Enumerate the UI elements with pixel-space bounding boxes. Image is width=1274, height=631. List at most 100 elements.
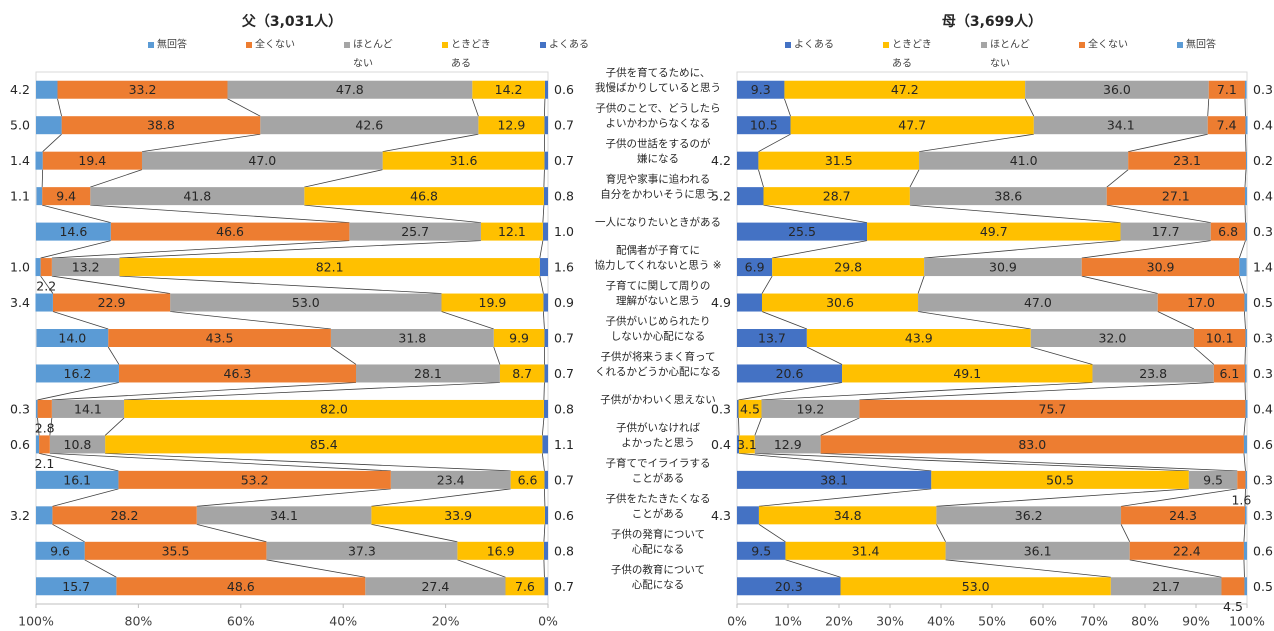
- mother-data-label: 20.3: [775, 579, 803, 594]
- father-bar-1: [543, 541, 548, 560]
- father-bar-4: [108, 329, 331, 347]
- father-bar-2: [124, 399, 544, 418]
- mother-data-label: 0.2: [1253, 153, 1273, 168]
- father-bar-3: [141, 151, 383, 170]
- mother-bar-5: [1245, 470, 1247, 489]
- father-series-connector: [542, 311, 545, 330]
- father-bar-2: [472, 80, 545, 99]
- mother-x-tick-label: 30%: [876, 614, 904, 629]
- father-series-connector: [539, 240, 544, 259]
- mother-bar-2: [758, 151, 920, 170]
- father-bar-2: [493, 329, 545, 347]
- mother-bar-2: [738, 399, 762, 418]
- mother-series-connector: [1238, 275, 1245, 294]
- mother-bar-3: [1110, 577, 1222, 596]
- father-bar-2: [510, 470, 545, 489]
- father-data-label: 8.7: [512, 366, 532, 381]
- father-data-label: 3.4: [10, 295, 30, 310]
- father-data-label: 2.8: [35, 420, 55, 435]
- mother-bar-1: [737, 470, 932, 489]
- father-data-label: 41.8: [183, 189, 211, 204]
- father-series-connector: [170, 311, 331, 330]
- father-bar-2: [478, 116, 545, 135]
- mother-bar-1: [737, 151, 759, 170]
- father-series-connector: [51, 240, 350, 259]
- mother-series-connector: [1243, 524, 1246, 542]
- father-bar-1: [544, 506, 548, 525]
- father-data-label: 0.6: [554, 508, 574, 523]
- mother-series-connector: [924, 240, 1121, 259]
- father-data-label: 0.6: [554, 82, 574, 97]
- father-bar-3: [260, 116, 479, 135]
- father-data-label: 9.6: [50, 543, 70, 558]
- category-label: 心配になる: [632, 543, 685, 555]
- father-data-label: 53.2: [241, 472, 269, 487]
- father-series-connector: [371, 523, 458, 543]
- category-label: 子供がいなければ: [616, 421, 700, 434]
- father-bar-2: [371, 506, 545, 525]
- father-data-label: 12.1: [498, 224, 526, 239]
- mother-series-connector: [909, 204, 1121, 223]
- mother-data-label: 0.3: [1253, 331, 1273, 346]
- father-bar-4: [61, 116, 261, 135]
- mother-bar-2: [840, 577, 1111, 596]
- mother-series-connector: [754, 417, 762, 436]
- father-bar-4: [52, 293, 171, 312]
- father-data-label: 14.0: [58, 331, 86, 346]
- father-series-connector: [196, 523, 267, 543]
- father-data-label: 47.8: [336, 82, 364, 97]
- father-series-connector: [541, 417, 545, 436]
- mother-data-label: 17.0: [1187, 295, 1215, 310]
- mother-series-connector: [1106, 169, 1129, 188]
- mother-legend-label: 無回答: [1186, 38, 1216, 51]
- mother-bar-5: [1239, 258, 1247, 277]
- mother-bar-2: [739, 435, 755, 454]
- father-series-connector: [493, 346, 501, 365]
- mother-series-connector: [1245, 134, 1247, 152]
- mother-series-connector: [917, 311, 1031, 330]
- father-bar-3: [330, 329, 494, 347]
- mother-bar-5: [1245, 116, 1248, 135]
- mother-bar-3: [754, 435, 821, 454]
- mother-legend-label: ない: [990, 58, 1010, 70]
- mother-bar-1: [737, 364, 843, 383]
- father-x-tick-label: 0%: [538, 614, 558, 629]
- category-label: 協力してくれないと思う ※: [594, 259, 721, 272]
- mother-x-tick-label: 100%: [1229, 614, 1265, 629]
- mother-bar-3: [936, 506, 1122, 525]
- mother-data-label: 0.6: [1253, 543, 1273, 558]
- father-series-connector: [37, 382, 120, 401]
- mother-series-connector: [1081, 275, 1158, 294]
- mother-data-label: 43.9: [905, 331, 933, 346]
- mother-series-connector: [917, 275, 925, 294]
- father-data-label: 0.6: [10, 437, 30, 452]
- mother-data-label: 31.5: [825, 153, 853, 168]
- father-x-tick-label: 80%: [125, 614, 153, 629]
- mother-bar-5: [1244, 80, 1247, 99]
- mother-series-connector: [1120, 524, 1131, 542]
- father-bar-2: [505, 577, 545, 596]
- mother-series-connector: [1244, 205, 1246, 223]
- father-bar-1: [542, 222, 548, 241]
- father-series-connector: [37, 417, 40, 436]
- mother-data-label: 83.0: [1018, 437, 1046, 452]
- father-legend-label: よくある: [549, 39, 589, 51]
- category-label: 子育てでイライラする: [606, 456, 711, 469]
- mother-bar-4: [1193, 329, 1246, 347]
- mother-bar-1: [737, 293, 762, 312]
- mother-data-label: 36.1: [1024, 543, 1052, 558]
- father-series-connector: [543, 559, 545, 578]
- mother-bar-5: [1244, 293, 1247, 312]
- father-bar-2: [304, 187, 544, 206]
- mother-x-tick-label: 20%: [825, 614, 853, 629]
- category-label: 子供がいじめられたり: [606, 315, 711, 328]
- category-label: 子供のことで、どうしたら: [595, 102, 720, 115]
- father-bar-2: [480, 222, 543, 241]
- mother-series-connector: [820, 417, 860, 436]
- mother-bar-1: [737, 222, 868, 241]
- father-series-connector: [304, 169, 383, 188]
- mother-data-label: 13.7: [758, 331, 786, 346]
- category-label: 嫌になる: [637, 152, 679, 165]
- mother-series-connector: [1244, 488, 1246, 507]
- mother-bar-3: [1030, 329, 1194, 347]
